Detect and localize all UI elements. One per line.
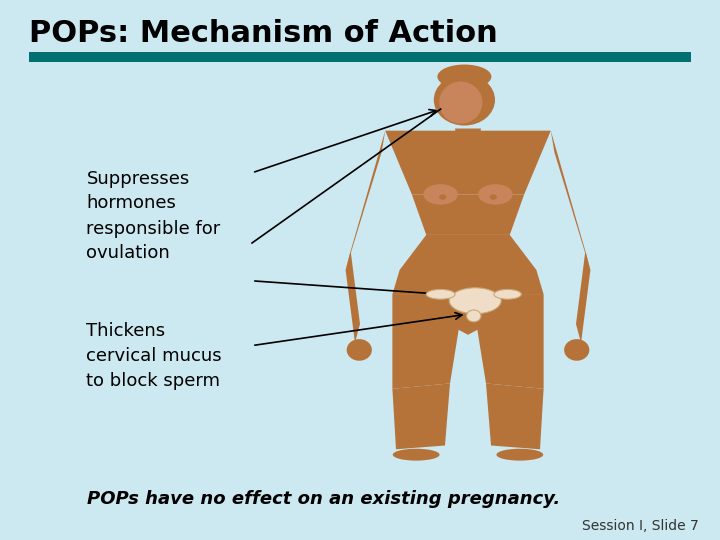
- Bar: [29, 52, 691, 62]
- Text: POPs: Mechanism of Action: POPs: Mechanism of Action: [29, 19, 498, 48]
- Ellipse shape: [494, 289, 521, 299]
- Ellipse shape: [490, 194, 497, 200]
- Ellipse shape: [439, 82, 482, 124]
- Ellipse shape: [467, 310, 481, 322]
- Ellipse shape: [393, 449, 439, 461]
- Ellipse shape: [433, 75, 495, 126]
- Polygon shape: [412, 194, 524, 235]
- Ellipse shape: [438, 65, 492, 89]
- Polygon shape: [346, 251, 360, 343]
- Ellipse shape: [497, 449, 544, 461]
- Ellipse shape: [449, 288, 501, 314]
- Polygon shape: [486, 383, 544, 449]
- Ellipse shape: [564, 339, 590, 361]
- Polygon shape: [392, 270, 544, 294]
- Ellipse shape: [423, 184, 458, 205]
- Ellipse shape: [439, 194, 446, 200]
- Polygon shape: [576, 251, 590, 343]
- Polygon shape: [385, 131, 551, 194]
- Text: POPs have no effect on an existing pregnancy.: POPs have no effect on an existing pregn…: [87, 490, 561, 509]
- Polygon shape: [346, 131, 385, 270]
- Text: Thickens
cervical mucus
to block sperm: Thickens cervical mucus to block sperm: [86, 322, 222, 390]
- Polygon shape: [392, 383, 450, 449]
- Polygon shape: [455, 129, 481, 143]
- Ellipse shape: [347, 339, 372, 361]
- Ellipse shape: [478, 184, 513, 205]
- Polygon shape: [472, 294, 544, 389]
- Text: Session I, Slide 7: Session I, Slide 7: [582, 519, 698, 534]
- Polygon shape: [392, 294, 464, 389]
- Text: Suppresses
hormones
responsible for
ovulation: Suppresses hormones responsible for ovul…: [86, 170, 220, 262]
- Ellipse shape: [426, 289, 455, 299]
- Polygon shape: [551, 131, 590, 270]
- Polygon shape: [392, 294, 544, 335]
- Polygon shape: [400, 235, 536, 270]
